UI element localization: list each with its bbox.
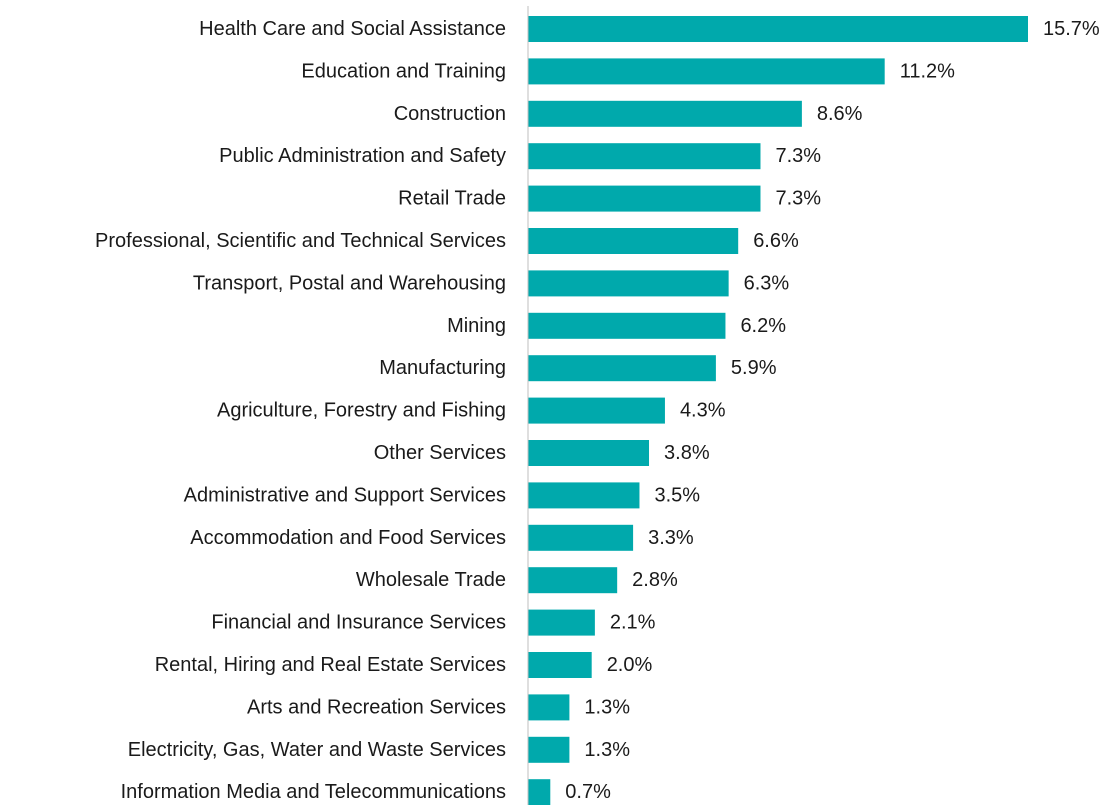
category-label: Retail Trade bbox=[398, 188, 506, 210]
value-label: 2.8% bbox=[632, 569, 678, 591]
value-label: 2.1% bbox=[610, 612, 656, 634]
value-label: 3.5% bbox=[654, 484, 700, 506]
category-label: Agriculture, Forestry and Fishing bbox=[217, 400, 506, 422]
bar bbox=[528, 397, 665, 424]
bar bbox=[528, 143, 761, 170]
bar bbox=[528, 16, 1028, 42]
category-label: Arts and Recreation Services bbox=[247, 696, 506, 718]
category-label: Public Administration and Safety bbox=[219, 145, 506, 167]
value-labels: 15.7% 11.2% 8.6% 7.3% 7.3% 6.6% 6.3% 6.2% 5.9%4.… bbox=[565, 18, 1100, 803]
value-label: 5.9% bbox=[731, 357, 777, 379]
bar bbox=[528, 482, 640, 509]
value-label: 11.2% bbox=[900, 60, 955, 82]
category-labels: Health Care and Social Assistance Educati… bbox=[95, 18, 506, 803]
category-label: Construction bbox=[394, 103, 506, 125]
bar bbox=[528, 185, 761, 212]
value-label: 3.3% bbox=[648, 527, 694, 549]
category-label: Other Services bbox=[374, 442, 506, 464]
value-label: 1.3% bbox=[584, 696, 630, 718]
category-label: Electricity, Gas, Water and Waste Servic… bbox=[128, 739, 506, 761]
category-label: Financial and Insurance Services bbox=[211, 612, 506, 634]
bar bbox=[528, 100, 802, 127]
bar bbox=[528, 228, 739, 254]
value-label: 15.7% bbox=[1043, 18, 1100, 40]
category-label: Professional, Scientific and Technical S… bbox=[95, 230, 506, 252]
value-label: 3.8% bbox=[664, 442, 710, 464]
category-label: Manufacturing bbox=[379, 357, 506, 379]
bar bbox=[528, 58, 885, 85]
bar bbox=[528, 567, 618, 594]
category-label: Administrative and Support Services bbox=[184, 484, 506, 506]
category-label: Accommodation and Food Services bbox=[190, 527, 506, 549]
value-label: 7.3% bbox=[775, 145, 821, 167]
value-label: 0.7% bbox=[565, 781, 611, 803]
value-label: 2.0% bbox=[607, 654, 653, 676]
bar bbox=[528, 355, 716, 382]
value-label: 7.3% bbox=[775, 188, 821, 210]
value-label: 6.6% bbox=[753, 230, 799, 252]
bar bbox=[528, 779, 551, 805]
bars bbox=[528, 16, 1028, 805]
category-label: Education and Training bbox=[301, 60, 506, 82]
bar bbox=[528, 270, 729, 297]
bar bbox=[528, 440, 650, 466]
bar bbox=[528, 524, 634, 551]
value-label: 4.3% bbox=[680, 400, 726, 422]
value-label: 6.3% bbox=[744, 272, 790, 294]
category-label: Health Care and Social Assistance bbox=[199, 18, 506, 40]
bar bbox=[528, 609, 595, 636]
value-label: 8.6% bbox=[817, 103, 863, 125]
bar bbox=[528, 694, 570, 721]
bar bbox=[528, 652, 592, 678]
value-label: 1.3% bbox=[584, 739, 630, 761]
category-label: Information Media and Telecommunications bbox=[121, 781, 506, 803]
bar bbox=[528, 736, 570, 763]
value-label: 6.2% bbox=[740, 315, 786, 337]
category-label: Mining bbox=[447, 315, 506, 337]
bar bbox=[528, 312, 726, 339]
category-label: Transport, Postal and Warehousing bbox=[193, 272, 506, 294]
category-label: Rental, Hiring and Real Estate Services bbox=[155, 654, 506, 676]
category-label: Wholesale Trade bbox=[356, 569, 506, 591]
